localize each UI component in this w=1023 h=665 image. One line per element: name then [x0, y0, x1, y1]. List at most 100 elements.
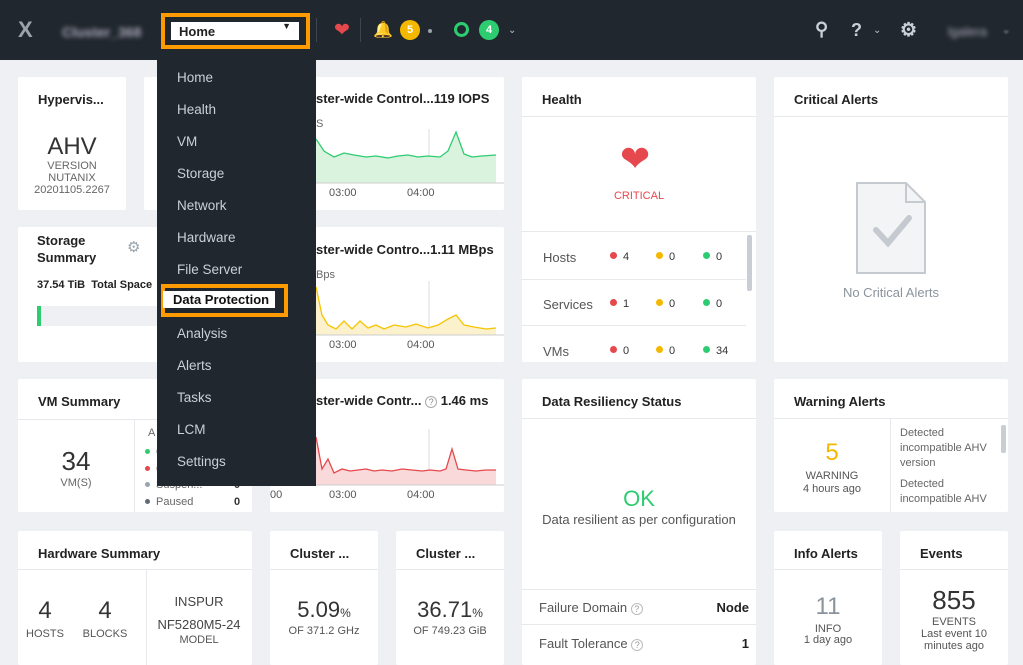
latency-chart	[316, 429, 504, 486]
alerts-count-badge[interactable]: 5	[400, 20, 420, 40]
cpu-usage-value: 5.09	[297, 597, 341, 622]
iops-chart	[316, 129, 504, 184]
version-label: VERSION	[47, 160, 97, 172]
chevron-down-icon[interactable]: ⌄	[508, 25, 517, 36]
card-title: Health	[542, 92, 582, 107]
empty-message: No Critical Alerts	[842, 285, 940, 300]
chevron-down-icon: ▼	[282, 21, 291, 31]
axis-unit: S	[316, 118, 324, 130]
info-icon[interactable]: ?	[631, 639, 644, 651]
menu-item-tasks[interactable]: Tasks	[177, 390, 212, 405]
cluster-memory-card[interactable]: Cluster ... 36.71% OF 749.23 GiB	[396, 531, 504, 665]
hosts-label: HOSTS	[26, 628, 64, 640]
menu-item-alerts[interactable]: Alerts	[177, 358, 212, 373]
cluster-name: Cluster_368	[62, 24, 142, 40]
tasks-ring-icon[interactable]	[454, 22, 469, 37]
info-icon[interactable]: ?	[425, 396, 438, 408]
divider	[316, 18, 317, 42]
card-title: Hypervis...	[38, 92, 104, 107]
menu-item-settings[interactable]: Settings	[177, 454, 226, 469]
hardware-summary-card[interactable]: Hardware Summary 4 HOSTS 4 BLOCKS INSPUR…	[18, 531, 252, 665]
hosts-count: 4	[38, 597, 52, 624]
home-dropdown-label: Home	[179, 24, 216, 39]
warning-count: 0	[656, 251, 675, 263]
hardware-vendor: INSPUR	[174, 594, 224, 609]
critical-count: 0	[610, 345, 629, 357]
x-tick: 04:00	[407, 489, 435, 501]
vendor-label: NUTANIX	[48, 172, 96, 184]
info-alerts-card[interactable]: Info Alerts 11 INFO 1 day ago	[774, 531, 882, 665]
menu-item-analysis[interactable]: Analysis	[177, 326, 228, 341]
warning-alerts-card[interactable]: Warning Alerts 5 WARNING 4 hours ago Det…	[774, 379, 1008, 512]
version-value: 20201105.2267	[34, 184, 110, 196]
tasks-count-badge[interactable]: 4	[479, 20, 499, 40]
storage-usage-bar	[37, 306, 158, 326]
scrollbar[interactable]	[1001, 425, 1006, 453]
critical-alerts-card[interactable]: Critical Alerts No Critical Alerts	[774, 77, 1008, 362]
menu-item-file-server[interactable]: File Server	[177, 262, 243, 277]
events-card[interactable]: Events 855 EVENTS Last event 10 minutes …	[900, 531, 1008, 665]
events-time: Last event 10 minutes ago	[920, 628, 988, 652]
health-heart-icon[interactable]: ❤	[334, 20, 350, 41]
health-row-label[interactable]: Services	[543, 297, 593, 312]
fault-tolerance-label: Fault Tolerance	[539, 636, 628, 651]
help-icon[interactable]: ?	[851, 20, 862, 40]
vm-state-value: 0	[234, 496, 241, 508]
card-title: ster-wide Contr...	[316, 393, 422, 408]
health-row-label[interactable]: VMs	[543, 344, 569, 359]
heart-icon: ❤	[620, 138, 651, 179]
menu-item-home[interactable]: Home	[177, 70, 214, 85]
info-time: 1 day ago	[803, 634, 853, 646]
vm-count: 34	[61, 446, 91, 476]
menu-item-storage[interactable]: Storage	[177, 166, 225, 181]
search-icon[interactable]: ⚲	[815, 19, 829, 39]
menu-item-lcm[interactable]: LCM	[177, 422, 206, 437]
card-title: Storage	[37, 233, 86, 248]
info-icon[interactable]: ?	[630, 603, 643, 615]
gear-icon[interactable]: ⚙	[127, 239, 141, 256]
card-title: Events	[920, 546, 963, 561]
total-space-value: 37.54 TiB	[37, 279, 86, 291]
storage-summary-card[interactable]: Storage Summary ⚙ 37.54 TiB Total Space	[18, 227, 158, 362]
menu-item-network[interactable]: Network	[177, 198, 227, 213]
vm-state-label: Paused	[156, 496, 194, 508]
menu-item-hardware[interactable]: Hardware	[177, 230, 236, 245]
blocks-count: 4	[98, 597, 112, 624]
menu-item-vm[interactable]: VM	[177, 134, 198, 149]
vm-state-header: A	[148, 427, 156, 439]
failure-domain-label: Failure Domain	[539, 600, 628, 615]
axis-unit: Bps	[316, 269, 335, 281]
home-dropdown[interactable]: Home ▼	[161, 13, 310, 49]
warning-alert-item[interactable]: Detected incompatible AHV	[900, 478, 987, 505]
nutanix-logo[interactable]: X	[18, 17, 33, 42]
health-row-label[interactable]: Hosts	[543, 250, 577, 265]
menu-item-health[interactable]: Health	[177, 102, 217, 117]
info-count: 11	[815, 593, 841, 620]
chevron-down-icon[interactable]: ⌄	[873, 25, 882, 36]
events-count: 855	[932, 585, 976, 615]
memory-usage-value: 36.71	[417, 597, 473, 622]
scrollbar[interactable]	[747, 235, 752, 291]
card-title: Data Resiliency Status	[542, 394, 682, 409]
card-title: VM Summary	[38, 394, 121, 409]
health-card[interactable]: Health ❤ CRITICAL Hosts 4 0 0 Services 1…	[522, 77, 756, 362]
empty-document-icon	[856, 182, 926, 274]
x-tick: 03:00	[329, 339, 357, 351]
dot-separator	[428, 29, 432, 33]
critical-count: 4	[610, 251, 629, 263]
bell-icon[interactable]: 🔔	[373, 22, 393, 39]
chevron-down-icon[interactable]: ⌄	[1002, 25, 1011, 36]
gear-icon[interactable]: ⚙	[900, 20, 918, 41]
card-title: ster-wide Control...	[316, 91, 434, 106]
hypervisor-card[interactable]: Hypervis... AHV VERSION NUTANIX 20201105…	[18, 77, 126, 210]
latency-value: 1.46 ms	[440, 393, 489, 408]
user-menu[interactable]: lgalera	[948, 24, 988, 39]
menu-item-data-protection[interactable]: Data Protection	[161, 284, 288, 317]
top-navigation-bar: X Cluster_368 Home ▼ ❤ 🔔 5 4 ⌄ ⚲ ? ⌄ ⚙ lg…	[0, 0, 1023, 60]
warning-alert-item[interactable]: Detected incompatible AHV version	[900, 427, 987, 469]
critical-count: 1	[610, 298, 629, 310]
data-resiliency-card[interactable]: Data Resiliency Status OK Data resilient…	[522, 379, 756, 665]
cluster-cpu-card[interactable]: Cluster ... 5.09% OF 371.2 GHz	[270, 531, 378, 665]
failure-domain-value: Node	[716, 600, 750, 615]
memory-capacity: OF 749.23 GiB	[413, 625, 487, 637]
